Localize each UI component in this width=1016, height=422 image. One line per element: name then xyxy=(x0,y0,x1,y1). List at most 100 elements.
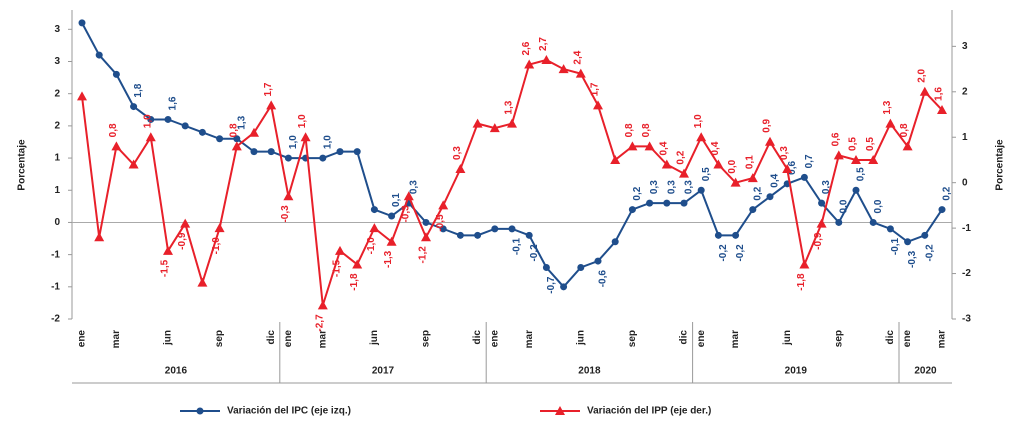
data-point xyxy=(765,136,775,146)
data-point xyxy=(782,164,793,174)
data-label: 1,0 xyxy=(288,135,299,149)
data-point xyxy=(267,148,275,156)
data-point xyxy=(214,223,225,233)
data-point xyxy=(472,118,483,128)
y-tick-label: -2 xyxy=(51,314,60,325)
data-label: 0,7 xyxy=(804,154,815,168)
data-label: 0,5 xyxy=(848,137,859,151)
y-tick-label: -1 xyxy=(51,281,60,292)
data-point xyxy=(369,223,380,233)
data-point xyxy=(541,54,552,64)
data-point xyxy=(799,259,810,269)
data-label: 0,6 xyxy=(830,132,841,146)
data-label: -0,2 xyxy=(718,244,729,262)
year-label: 2016 xyxy=(165,366,188,377)
data-point xyxy=(352,259,363,269)
data-label: 1,3 xyxy=(236,115,247,129)
data-label: -0,3 xyxy=(400,205,411,223)
x-tick-label: sep xyxy=(421,330,432,347)
data-label: 1,0 xyxy=(322,135,333,149)
data-point xyxy=(491,225,499,233)
y-tick-label: 0 xyxy=(54,217,60,228)
data-label: 0,3 xyxy=(821,180,832,194)
data-point xyxy=(456,231,464,239)
data-label: 0,5 xyxy=(856,167,867,181)
data-label: 1,0 xyxy=(297,114,308,128)
data-point xyxy=(231,141,242,151)
year-label: 2017 xyxy=(372,366,395,377)
data-point xyxy=(145,132,156,142)
data-label: 0,2 xyxy=(942,186,953,200)
data-point xyxy=(542,264,550,271)
data-point xyxy=(403,191,414,201)
data-point xyxy=(507,118,517,128)
data-label: 2,0 xyxy=(916,68,927,82)
data-point xyxy=(181,122,189,130)
data-point xyxy=(284,154,292,162)
legend-marker xyxy=(196,407,204,415)
data-label: 0,8 xyxy=(899,123,910,137)
data-label: 0,6 xyxy=(787,160,798,174)
data-point xyxy=(885,118,896,128)
y2-tick-label: 1 xyxy=(962,132,968,143)
x-tick-label: jun xyxy=(369,330,380,346)
x-tick-label: dic xyxy=(885,330,896,345)
data-point xyxy=(249,127,259,137)
legend-marker xyxy=(555,406,565,415)
data-point xyxy=(661,159,672,169)
data-label: -0,2 xyxy=(924,244,935,262)
data-label: 0,5 xyxy=(865,137,876,151)
data-point xyxy=(455,164,466,174)
data-label: 0,2 xyxy=(752,186,763,200)
data-point xyxy=(233,135,241,143)
data-label: 0,8 xyxy=(228,123,239,137)
data-point xyxy=(250,148,258,156)
data-point xyxy=(575,68,586,78)
data-point xyxy=(902,141,913,151)
data-label: 1,6 xyxy=(168,96,179,110)
data-label: 1,3 xyxy=(882,100,893,114)
data-point xyxy=(128,159,139,169)
data-label: 0,3 xyxy=(779,146,790,160)
data-label: 0,0 xyxy=(727,159,738,173)
x-tick-label: jun xyxy=(782,330,793,346)
data-label: -0,2 xyxy=(735,244,746,262)
data-label: 0,9 xyxy=(762,118,773,132)
data-label: 0,3 xyxy=(452,146,463,160)
data-point xyxy=(679,168,689,178)
x-tick-label: ene xyxy=(77,330,88,348)
data-label: 1,8 xyxy=(133,83,144,97)
x-tick-label: sep xyxy=(833,330,844,347)
y-axis-label: Porcentaje xyxy=(17,139,28,191)
data-point xyxy=(869,218,877,226)
x-tick-label: mar xyxy=(111,330,122,348)
data-point xyxy=(474,231,482,239)
data-point xyxy=(353,148,361,156)
data-point xyxy=(644,141,655,151)
data-label: 0,2 xyxy=(676,150,687,164)
data-point xyxy=(696,132,707,142)
data-label: 0,4 xyxy=(710,141,721,155)
data-label: 2,6 xyxy=(521,41,532,55)
x-tick-label: dic xyxy=(679,330,690,345)
data-label: -2,7 xyxy=(314,314,325,332)
data-point xyxy=(198,128,206,136)
data-label: -1,8 xyxy=(796,273,807,291)
x-tick-label: mar xyxy=(937,330,948,348)
y2-axis-label: Porcentaje xyxy=(995,139,1006,191)
x-tick-label: sep xyxy=(627,330,638,347)
data-point xyxy=(421,232,431,242)
data-label: -0,5 xyxy=(435,214,446,232)
data-point xyxy=(646,199,654,207)
data-point xyxy=(78,19,86,27)
data-label: -0,7 xyxy=(546,276,557,294)
data-point xyxy=(714,231,722,239)
data-point xyxy=(851,154,861,164)
data-point xyxy=(697,186,705,194)
data-point xyxy=(112,70,120,78)
data-point xyxy=(868,154,879,164)
y-tick-label: 3 xyxy=(54,56,60,67)
data-point xyxy=(766,193,774,201)
data-label: 1,0 xyxy=(693,114,704,128)
